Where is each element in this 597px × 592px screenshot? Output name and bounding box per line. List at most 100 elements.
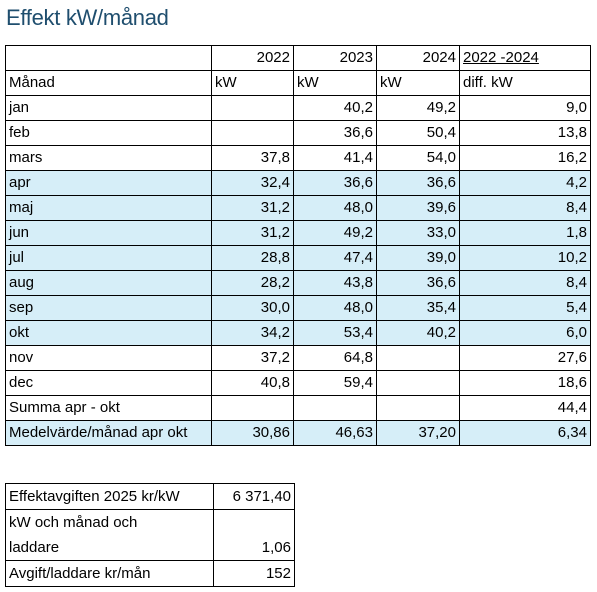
month-label: aug xyxy=(5,270,212,296)
value-2022: 34,2 xyxy=(211,320,294,346)
value-2023: 36,6 xyxy=(293,120,377,146)
fee-row: Effektavgiften 2025 kr/kW 6 371,40 xyxy=(5,483,295,510)
value-2023: 47,4 xyxy=(293,245,377,271)
month-label: sep xyxy=(5,295,212,321)
value-diff: 16,2 xyxy=(459,145,591,171)
value-2023: 59,4 xyxy=(293,370,377,396)
medel-2023: 46,63 xyxy=(293,420,377,446)
unit-header-row: Månad kW kW kW diff. kW xyxy=(5,70,591,96)
value-2024: 49,2 xyxy=(376,95,460,121)
month-row-maj: maj 31,2 48,0 39,6 8,4 xyxy=(5,195,591,221)
value-2022 xyxy=(211,95,294,121)
value-diff: 5,4 xyxy=(459,295,591,321)
value-diff: 10,2 xyxy=(459,245,591,271)
kw-per-charger-row-b: laddare 1,06 xyxy=(5,535,295,561)
kw-per-charger-label-a: kW och månad och xyxy=(5,509,214,535)
unit-2024-header: kW xyxy=(376,70,460,96)
value-2023: 49,2 xyxy=(293,220,377,246)
value-diff: 8,4 xyxy=(459,270,591,296)
value-2023: 48,0 xyxy=(293,195,377,221)
month-row-aug: aug 28,2 43,8 36,6 8,4 xyxy=(5,270,591,296)
value-diff: 8,4 xyxy=(459,195,591,221)
month-label: jul xyxy=(5,245,212,271)
diff-range-header: 2022 -2024 xyxy=(459,45,591,71)
month-label: dec xyxy=(5,370,212,396)
month-row-mars: mars 37,8 41,4 54,0 16,2 xyxy=(5,145,591,171)
month-row-dec: dec 40,8 59,4 18,6 xyxy=(5,370,591,396)
kw-per-charger-label-b: laddare xyxy=(5,535,214,561)
summa-2023 xyxy=(293,395,377,421)
month-row-sep: sep 30,0 48,0 35,4 5,4 xyxy=(5,295,591,321)
value-2022: 28,2 xyxy=(211,270,294,296)
month-row-jan: jan 40,2 49,2 9,0 xyxy=(5,95,591,121)
value-2022: 31,2 xyxy=(211,195,294,221)
value-2022: 31,2 xyxy=(211,220,294,246)
unit-2022-header: kW xyxy=(211,70,294,96)
month-label: apr xyxy=(5,170,212,196)
value-2023: 36,6 xyxy=(293,170,377,196)
value-2022: 37,8 xyxy=(211,145,294,171)
kw-per-charger-row-a: kW och månad och xyxy=(5,509,295,535)
medel-row: Medelvärde/månad apr okt 30,86 46,63 37,… xyxy=(5,420,591,446)
month-label: feb xyxy=(5,120,212,146)
avgift-row: Avgift/laddare kr/mån 152 xyxy=(5,560,295,587)
value-2024: 33,0 xyxy=(376,220,460,246)
summa-2024 xyxy=(376,395,460,421)
medel-2022: 30,86 xyxy=(211,420,294,446)
medel-2024: 37,20 xyxy=(376,420,460,446)
summa-2022 xyxy=(211,395,294,421)
month-label: jan xyxy=(5,95,212,121)
effekt-table: 2022 2023 2024 2022 -2024 Månad kW kW kW… xyxy=(5,45,591,446)
kw-per-charger-value: 1,06 xyxy=(213,535,295,561)
summa-row: Summa apr - okt 44,4 xyxy=(5,395,591,421)
value-2022 xyxy=(211,120,294,146)
years-header-row: 2022 2023 2024 2022 -2024 xyxy=(5,45,591,71)
avgift-label: Avgift/laddare kr/mån xyxy=(5,560,214,587)
summa-label: Summa apr - okt xyxy=(5,395,212,421)
value-2022: 32,4 xyxy=(211,170,294,196)
value-2022: 37,2 xyxy=(211,345,294,371)
diff-range-label: 2022 -2024 xyxy=(463,49,539,66)
value-diff: 13,8 xyxy=(459,120,591,146)
value-diff: 27,6 xyxy=(459,345,591,371)
month-row-nov: nov 37,2 64,8 27,6 xyxy=(5,345,591,371)
year-2024-header: 2024 xyxy=(376,45,460,71)
summa-diff: 44,4 xyxy=(459,395,591,421)
value-2024 xyxy=(376,345,460,371)
value-2023: 48,0 xyxy=(293,295,377,321)
value-2024: 36,6 xyxy=(376,270,460,296)
fee-label: Effektavgiften 2025 kr/kW xyxy=(5,483,214,510)
value-2023: 41,4 xyxy=(293,145,377,171)
header-cell-empty xyxy=(5,45,212,71)
value-2023: 53,4 xyxy=(293,320,377,346)
value-2024: 50,4 xyxy=(376,120,460,146)
value-diff: 1,8 xyxy=(459,220,591,246)
value-2022: 30,0 xyxy=(211,295,294,321)
value-diff: 18,6 xyxy=(459,370,591,396)
value-2024: 39,0 xyxy=(376,245,460,271)
month-label: okt xyxy=(5,320,212,346)
value-2024: 54,0 xyxy=(376,145,460,171)
month-column-header: Månad xyxy=(5,70,212,96)
value-diff: 9,0 xyxy=(459,95,591,121)
fee-table: Effektavgiften 2025 kr/kW 6 371,40 kW oc… xyxy=(5,483,295,587)
month-row-apr: apr 32,4 36,6 36,6 4,2 xyxy=(5,170,591,196)
page-title: Effekt kW/månad xyxy=(6,5,169,30)
value-2024 xyxy=(376,370,460,396)
month-row-jul: jul 28,8 47,4 39,0 10,2 xyxy=(5,245,591,271)
value-2023: 43,8 xyxy=(293,270,377,296)
month-label: mars xyxy=(5,145,212,171)
month-row-okt: okt 34,2 53,4 40,2 6,0 xyxy=(5,320,591,346)
month-row-jun: jun 31,2 49,2 33,0 1,8 xyxy=(5,220,591,246)
kw-per-charger-value-empty xyxy=(213,509,295,535)
unit-diff-header: diff. kW xyxy=(459,70,591,96)
year-2023-header: 2023 xyxy=(293,45,377,71)
value-diff: 6,0 xyxy=(459,320,591,346)
month-label: jun xyxy=(5,220,212,246)
medel-label: Medelvärde/månad apr okt xyxy=(5,420,212,446)
year-2022-header: 2022 xyxy=(211,45,294,71)
month-label: maj xyxy=(5,195,212,221)
value-2023: 40,2 xyxy=(293,95,377,121)
value-2024: 40,2 xyxy=(376,320,460,346)
value-2022: 28,8 xyxy=(211,245,294,271)
